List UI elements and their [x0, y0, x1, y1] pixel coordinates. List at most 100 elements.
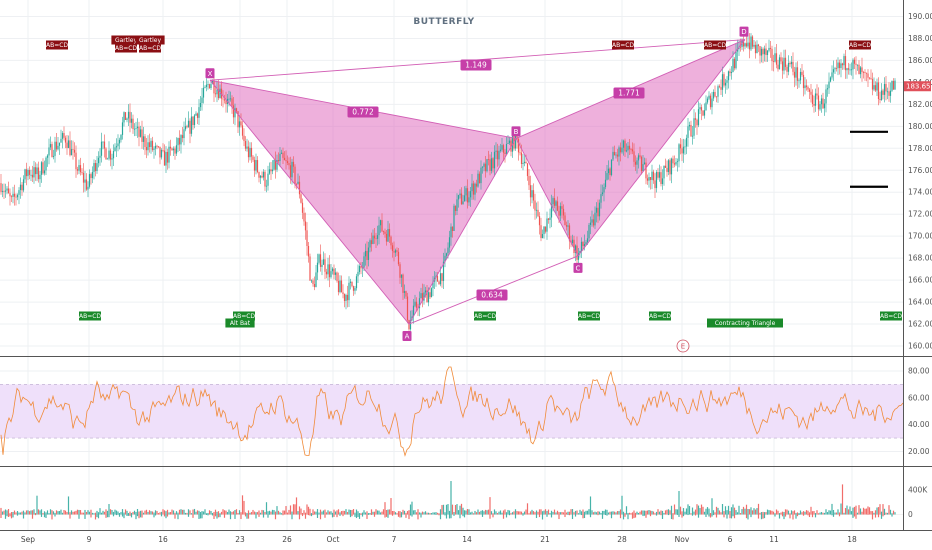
candle-body [87, 186, 89, 190]
volume-bar [61, 512, 64, 515]
candle-body [315, 272, 317, 288]
volume-bar [606, 509, 608, 515]
candle-body [613, 151, 616, 156]
volume-bar [757, 503, 760, 515]
candle-body [43, 170, 46, 174]
candle-body [319, 254, 322, 267]
volume-bar [522, 513, 524, 515]
candle-body [420, 293, 422, 299]
candle-body [556, 201, 559, 211]
price-candles[interactable] [0, 33, 896, 331]
volume-bar-negative [760, 514, 763, 520]
volume-bar [819, 512, 821, 515]
volume-bar [433, 512, 436, 515]
volume-bar [21, 511, 23, 515]
candle-body [696, 119, 698, 126]
candle-body [552, 198, 554, 205]
volume-bar [210, 510, 212, 515]
volume-bar-negative [789, 514, 791, 519]
candle-body [316, 262, 319, 273]
volume-bar-negative [274, 514, 277, 520]
candle-body [754, 44, 757, 54]
volume-bar [316, 509, 319, 515]
candle-body [247, 146, 250, 158]
candle-body [547, 218, 550, 220]
volume-bar-negative [387, 514, 389, 518]
volume-bar [31, 510, 34, 515]
time-axis[interactable]: Sep 9 16 23 26 Oct 7 14 21 28 Nov 6 11 18 [21, 535, 857, 544]
volume-bar [193, 508, 196, 515]
volume-bar [799, 510, 802, 515]
volume-bar [348, 509, 350, 515]
volume-bar-negative [660, 514, 662, 516]
volume-bar [598, 511, 601, 515]
candle-body [369, 240, 371, 248]
candle-body [171, 148, 173, 151]
candle-body [261, 175, 263, 178]
candle-body [543, 226, 545, 235]
volume-bar-negative [448, 514, 451, 519]
volume-bar [576, 510, 578, 515]
volume-bar-negative [574, 514, 577, 517]
level-lines[interactable] [850, 130, 888, 188]
volume-bar [166, 509, 169, 515]
volume-bar [3, 510, 5, 515]
event-marker[interactable]: E [676, 339, 690, 353]
volume-bar-negative [633, 514, 635, 519]
candle-body [219, 88, 221, 99]
volume-bar [276, 506, 278, 515]
candle-body [207, 84, 209, 86]
candle-body [721, 74, 724, 90]
volume-bar [285, 506, 287, 515]
volume-bar [252, 509, 254, 515]
volume-bar [180, 509, 182, 515]
volume-bar-negative [444, 514, 446, 516]
volume-bar [36, 495, 38, 515]
candle-body [108, 150, 110, 159]
volume-bar [231, 512, 233, 515]
candle-body [144, 136, 146, 148]
volume-bar [271, 509, 274, 515]
candle-body [175, 145, 178, 154]
volume-bar [352, 509, 355, 515]
volume-bar [669, 510, 671, 515]
candle-body [424, 290, 427, 293]
volume-bar [777, 510, 779, 515]
candle-body [241, 125, 244, 136]
volume-tick-label: 400K [908, 486, 928, 495]
candle-body [750, 36, 752, 50]
volume-bar-negative [891, 514, 893, 517]
candle-body [550, 204, 553, 218]
volume-bar [873, 512, 875, 515]
candle-body [25, 169, 28, 177]
candle-body [690, 124, 692, 137]
volume-bar [810, 506, 812, 515]
candle-body [442, 261, 445, 281]
volume-bar-negative [750, 514, 752, 518]
candle-body [757, 44, 760, 47]
volume-bar [463, 510, 466, 515]
volume-bar-negative [814, 514, 817, 518]
candle-body [565, 225, 568, 227]
candle-body [414, 301, 416, 306]
candle-body [45, 157, 47, 171]
candle-body [66, 142, 68, 148]
price-tick-label: 186.00 [908, 56, 932, 65]
price-tick-label: 164.00 [908, 298, 932, 307]
volume-bar [750, 507, 752, 515]
bullish-badge [880, 311, 902, 321]
candle-body [775, 53, 778, 65]
candle-body [480, 167, 482, 184]
candle-body [214, 93, 217, 95]
volume-bar [327, 510, 329, 515]
volume-bar [409, 504, 412, 515]
volume-bar [243, 500, 245, 515]
candle-body [597, 207, 599, 217]
candle-body [576, 245, 578, 260]
candle-body [501, 145, 503, 150]
volume-bar [675, 509, 677, 515]
volume-bar [489, 497, 491, 515]
pivot-label-x: X [208, 70, 213, 78]
candle-body [612, 151, 614, 160]
volume-bar [45, 512, 47, 515]
